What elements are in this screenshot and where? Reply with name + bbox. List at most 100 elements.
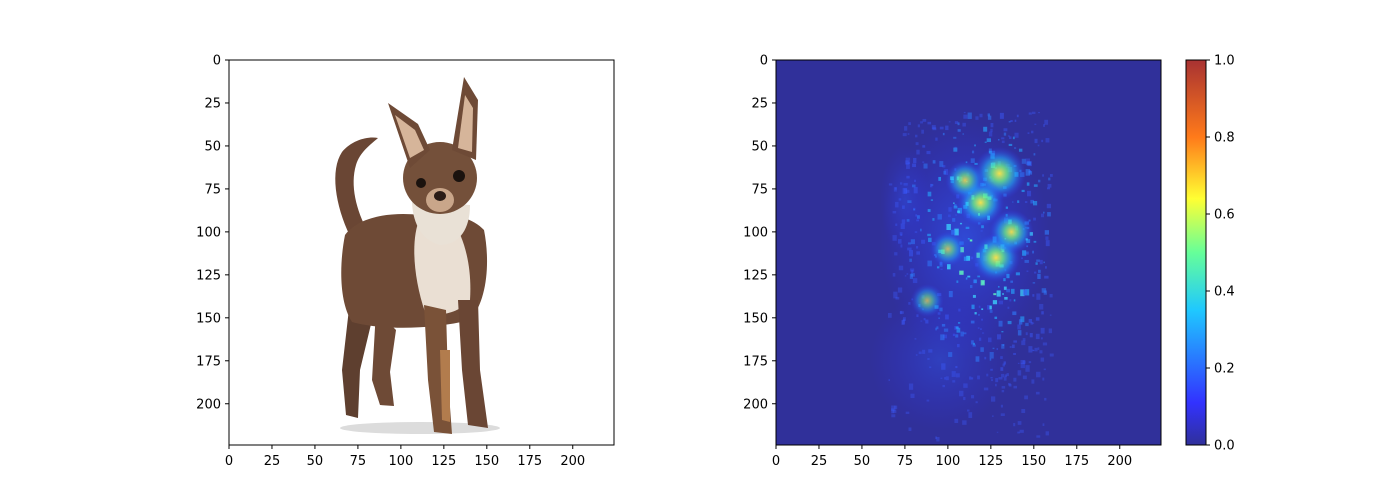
heatmap-speckle	[1008, 143, 1013, 146]
heatmap-speckle	[969, 239, 973, 242]
heatmap-speckle	[921, 129, 924, 134]
right-axes-frame	[775, 59, 1162, 446]
heatmap-speckle	[1017, 362, 1020, 365]
heatmap-speckle	[1025, 365, 1030, 372]
heatmap-speckle	[1013, 352, 1016, 355]
heatmap-speckle	[986, 373, 989, 377]
heatmap-speckle	[955, 373, 960, 378]
heatmap-speckle	[1036, 259, 1040, 262]
heatmap-speckle	[1003, 286, 1007, 290]
heatmap-speckle	[1036, 293, 1041, 300]
heatmap-speckle	[920, 228, 922, 232]
heatmap-speckle	[998, 377, 1003, 380]
heatmap-speckle	[1017, 330, 1022, 336]
heatmap-speckle	[918, 351, 922, 355]
heatmap-speckle	[1031, 130, 1034, 134]
heatmap-speckle	[898, 239, 902, 244]
heatmap-speckle	[943, 328, 949, 332]
heatmap-speckle	[980, 347, 984, 352]
heatmap-speckle	[1035, 262, 1038, 265]
heatmap-speckle	[955, 365, 958, 369]
heatmap-speckle	[980, 230, 983, 232]
heatmap-speckle	[1012, 136, 1015, 140]
heatmap-speckle	[1012, 311, 1017, 316]
heatmap-speckle	[975, 116, 979, 120]
heatmap-speckle	[1004, 296, 1008, 300]
heatmap-speckle	[898, 198, 902, 201]
heatmap-speckle	[925, 319, 929, 324]
heatmap-speckle	[1008, 382, 1011, 386]
heatmap-speckle	[960, 331, 964, 337]
heatmap-speckle	[893, 291, 898, 299]
heatmap-speckle	[1001, 344, 1005, 349]
heatmap-speckle	[899, 232, 903, 236]
heatmap-speckle	[935, 436, 937, 440]
heatmap-speckle	[898, 265, 904, 271]
heatmap-speckle	[973, 279, 977, 284]
heatmap-speckle	[905, 189, 910, 193]
heatmap-speckle	[975, 356, 980, 362]
heatmap-speckle	[1032, 200, 1038, 206]
heatmap-speckle	[963, 383, 968, 388]
dog-front-leg-right	[458, 300, 488, 428]
heatmap-speckle	[1013, 385, 1018, 389]
colorbar-tick-label: 0.8	[1214, 131, 1235, 146]
heatmap-speckle	[927, 260, 932, 267]
right-x-tick-label: 150	[1021, 454, 1046, 469]
heatmap-hotspot	[945, 160, 985, 201]
heatmap-speckle	[1041, 311, 1044, 315]
heatmap-speckle	[927, 191, 932, 197]
heatmap-speckle	[922, 161, 925, 163]
heatmap-speckle	[942, 165, 946, 168]
heatmap-speckle	[1049, 314, 1052, 316]
heatmap-speckle	[1043, 124, 1045, 127]
heatmap-speckle	[895, 296, 900, 300]
heatmap-speckle	[992, 300, 998, 305]
heatmap-speckle	[984, 356, 987, 360]
right-x-ticks: 0 25 50 75 100 125 150 175 200	[772, 445, 1132, 469]
heatmap-speckle	[1043, 368, 1046, 371]
colorbar-tick-label: 1.0	[1214, 54, 1235, 69]
heatmap-speckle	[1042, 377, 1045, 381]
heatmap-speckle	[958, 308, 961, 312]
heatmap-speckle	[963, 396, 966, 401]
heatmap-speckle	[927, 209, 931, 212]
right-y-tick-label: 50	[751, 139, 768, 154]
colorbar: 0.0 0.2 0.4 0.6 0.8 1.0	[1185, 54, 1235, 454]
heatmap-speckle	[1015, 272, 1020, 276]
heatmap-speckle	[939, 126, 944, 130]
heatmap-speckle	[1048, 177, 1051, 181]
heatmap-speckle	[981, 225, 984, 229]
heatmap-speckle	[1025, 169, 1031, 176]
left-y-tick-label: 150	[196, 311, 221, 326]
heatmap-speckle	[1026, 161, 1032, 166]
heatmap-speckle	[1021, 189, 1025, 193]
heatmap-speckle	[1008, 121, 1011, 123]
heatmap-speckle	[900, 234, 903, 236]
left-x-tick-label: 150	[474, 454, 499, 469]
heatmap-speckle	[972, 294, 976, 298]
heatmap-speckle	[979, 113, 983, 118]
heatmap-speckle	[978, 305, 981, 308]
heatmap-speckle	[990, 122, 994, 128]
heatmap-speckle	[1031, 379, 1035, 384]
heatmap-speckle	[1038, 111, 1040, 114]
heatmap-speckle	[891, 414, 896, 418]
dog-ear-right-inner	[458, 95, 473, 152]
heatmap-speckle	[914, 179, 916, 183]
heatmap-speckle	[971, 340, 974, 345]
heatmap-speckle	[1021, 408, 1026, 414]
heatmap-speckle	[1014, 132, 1019, 138]
heatmap-speckle	[984, 141, 987, 143]
heatmap-speckle	[948, 290, 953, 298]
heatmap-speckle	[900, 310, 903, 315]
heatmap-speckle	[992, 415, 994, 417]
heatmap-speckle	[902, 318, 906, 321]
heatmap-speckle	[1045, 138, 1050, 143]
heatmap-speckle	[1011, 288, 1015, 294]
heatmap-speckle	[1011, 201, 1014, 203]
heatmap-speckle	[1031, 349, 1034, 352]
heatmap-speckle	[939, 161, 944, 167]
heatmap-speckle	[1008, 384, 1012, 387]
heatmap-speckle	[907, 247, 912, 251]
